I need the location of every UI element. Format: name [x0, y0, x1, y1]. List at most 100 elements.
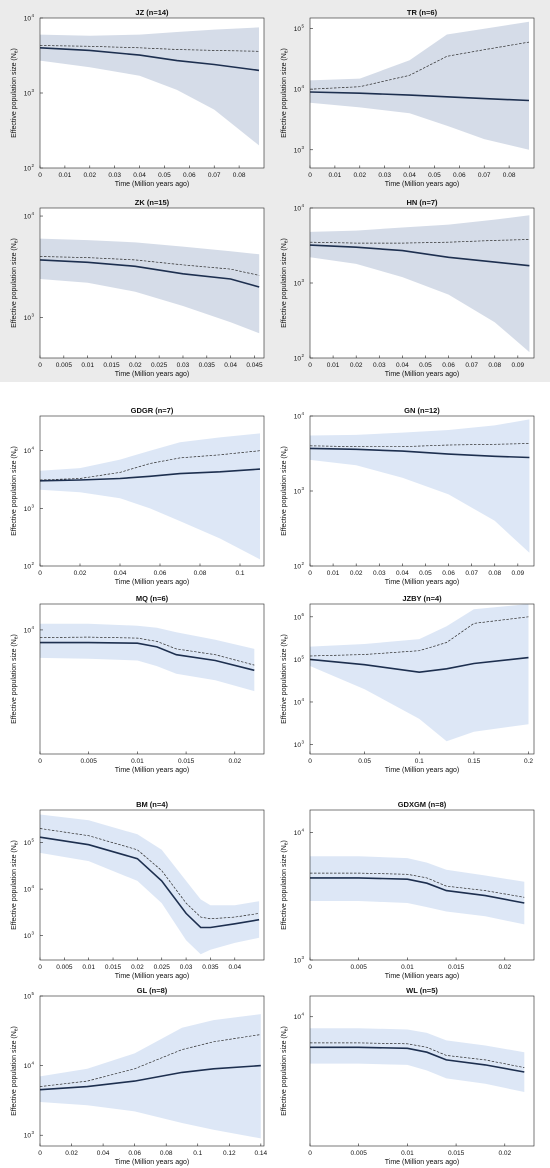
- x-tick-label: 0.005: [56, 362, 73, 369]
- x-tick-label: 0.025: [154, 964, 171, 971]
- x-tick-label: 0.01: [401, 1150, 414, 1157]
- y-tick-exponent: 3: [32, 1130, 35, 1135]
- x-tick-label: 0.035: [199, 362, 216, 369]
- x-tick-label: 0.1: [235, 570, 244, 577]
- y-tick-label: 10: [294, 356, 302, 363]
- y-axis-label: Effective population size (Ne): [11, 446, 20, 536]
- axes-frame: [39, 207, 265, 359]
- y-tick-exponent: 4: [302, 827, 305, 832]
- y-tick-label: 10: [24, 448, 32, 455]
- chart-title: BM (n=4): [136, 800, 168, 809]
- y-tick-exponent: 2: [302, 353, 305, 358]
- y-axis-label-text: Effective population size (N: [281, 53, 288, 138]
- x-tick-label: 0.01: [59, 172, 72, 179]
- y-axis-label-subscript: e: [14, 1028, 20, 1031]
- x-axis-label: Time (Million years ago): [385, 181, 459, 188]
- y-axis-label-subscript: e: [284, 636, 290, 639]
- x-tick-label: 0.14: [255, 1150, 268, 1157]
- x-tick-label: 0.08: [488, 362, 501, 369]
- y-tick-label: 10: [294, 699, 302, 706]
- y-axis-label: Effective population size (Ne): [281, 48, 290, 138]
- confidence-interval-band: [310, 1028, 525, 1092]
- y-axis-label-text: Effective population size (N: [11, 243, 18, 328]
- x-tick-label: 0.005: [81, 758, 98, 765]
- y-tick-label: 10: [294, 26, 302, 33]
- x-tick-label: 0: [308, 362, 312, 369]
- y-tick-exponent: 6: [302, 612, 305, 617]
- x-tick-label: 0.04: [114, 570, 127, 577]
- y-tick-label: 10: [294, 281, 302, 288]
- x-tick-label: 0.02: [65, 1150, 78, 1157]
- y-axis-label-close: ): [281, 634, 288, 636]
- y-tick-exponent: 5: [32, 838, 35, 843]
- y-tick-exponent: 3: [302, 145, 305, 150]
- x-tick-label: 0.015: [105, 964, 122, 971]
- y-tick-exponent: 4: [32, 884, 35, 889]
- y-tick-exponent: 3: [302, 278, 305, 283]
- y-axis-label: Effective population size (Ne): [281, 446, 290, 536]
- x-axis-label: Time (Million years ago): [385, 371, 459, 378]
- y-axis-label: Effective population size (Ne): [11, 238, 20, 328]
- x-tick-label: 0: [38, 964, 42, 971]
- x-tick-label: 0.03: [108, 172, 121, 179]
- median-line: [40, 641, 255, 672]
- axes-frame: [309, 809, 535, 961]
- y-tick-exponent: 3: [302, 955, 305, 960]
- y-tick-exponent: 4: [302, 697, 305, 702]
- median-line: [310, 877, 525, 904]
- x-tick-label: 0.01: [82, 964, 95, 971]
- y-tick-exponent: 5: [302, 654, 305, 659]
- axes-frame: [39, 603, 265, 755]
- x-tick-label: 0.09: [512, 570, 525, 577]
- y-axis-label-subscript: e: [14, 50, 20, 53]
- x-tick-label: 0.04: [396, 362, 409, 369]
- y-tick-label: 10: [24, 16, 32, 23]
- y-axis-label-text: Effective population size (N: [281, 451, 288, 536]
- x-tick-label: 0.07: [478, 172, 491, 179]
- axes-frame: [39, 415, 265, 567]
- x-tick-label: 0.03: [373, 570, 386, 577]
- y-tick-label: 10: [294, 414, 302, 421]
- axes-frame: [39, 995, 265, 1147]
- confidence-interval-band: [310, 419, 530, 553]
- x-tick-label: 0: [38, 1150, 42, 1157]
- y-axis-label: Effective population size (Ne): [281, 840, 290, 930]
- x-axis-label: Time (Million years ago): [385, 767, 459, 774]
- chart-title: MQ (n=6): [136, 594, 169, 603]
- chart-title: ZK (n=15): [135, 198, 170, 207]
- x-tick-label: 0.05: [158, 172, 171, 179]
- chart-title: WL (n=5): [406, 986, 438, 995]
- y-tick-label: 10: [24, 166, 32, 173]
- y-tick-label: 10: [294, 206, 302, 213]
- y-tick-label: 10: [294, 657, 302, 664]
- y-axis-label-subscript: e: [14, 240, 20, 243]
- y-axis-label-text: Effective population size (N: [11, 639, 18, 724]
- x-tick-label: 0.04: [97, 1150, 110, 1157]
- x-tick-label: 0.01: [131, 758, 144, 765]
- y-axis-label-close: ): [281, 446, 288, 448]
- x-tick-label: 0.02: [498, 1150, 511, 1157]
- y-axis-label-close: ): [11, 634, 18, 636]
- y-axis-label: Effective population size (Ne): [281, 634, 290, 724]
- x-tick-label: 0.08: [160, 1150, 173, 1157]
- median-line: [310, 1046, 525, 1073]
- y-axis-label-subscript: e: [284, 1028, 290, 1031]
- median-line: [309, 91, 530, 102]
- y-axis-label-close: ): [11, 48, 18, 50]
- y-tick-label: 10: [24, 91, 32, 98]
- mean-line: [310, 1042, 525, 1068]
- median-line: [39, 259, 260, 288]
- y-tick-exponent: 2: [302, 561, 305, 566]
- mean-line: [309, 616, 529, 657]
- x-axis-label: Time (Million years ago): [115, 1159, 189, 1166]
- y-tick-exponent: 4: [302, 411, 305, 416]
- y-axis-label-text: Effective population size (N: [11, 845, 18, 930]
- y-tick-label: 10: [294, 742, 302, 749]
- x-tick-label: 0: [38, 172, 42, 179]
- y-tick-exponent: 3: [32, 88, 35, 93]
- y-tick-exponent: 3: [302, 740, 305, 745]
- y-tick-exponent: 4: [32, 446, 35, 451]
- chart-title: GDGR (n=7): [131, 406, 174, 415]
- y-axis-label: Effective population size (Ne): [11, 840, 20, 930]
